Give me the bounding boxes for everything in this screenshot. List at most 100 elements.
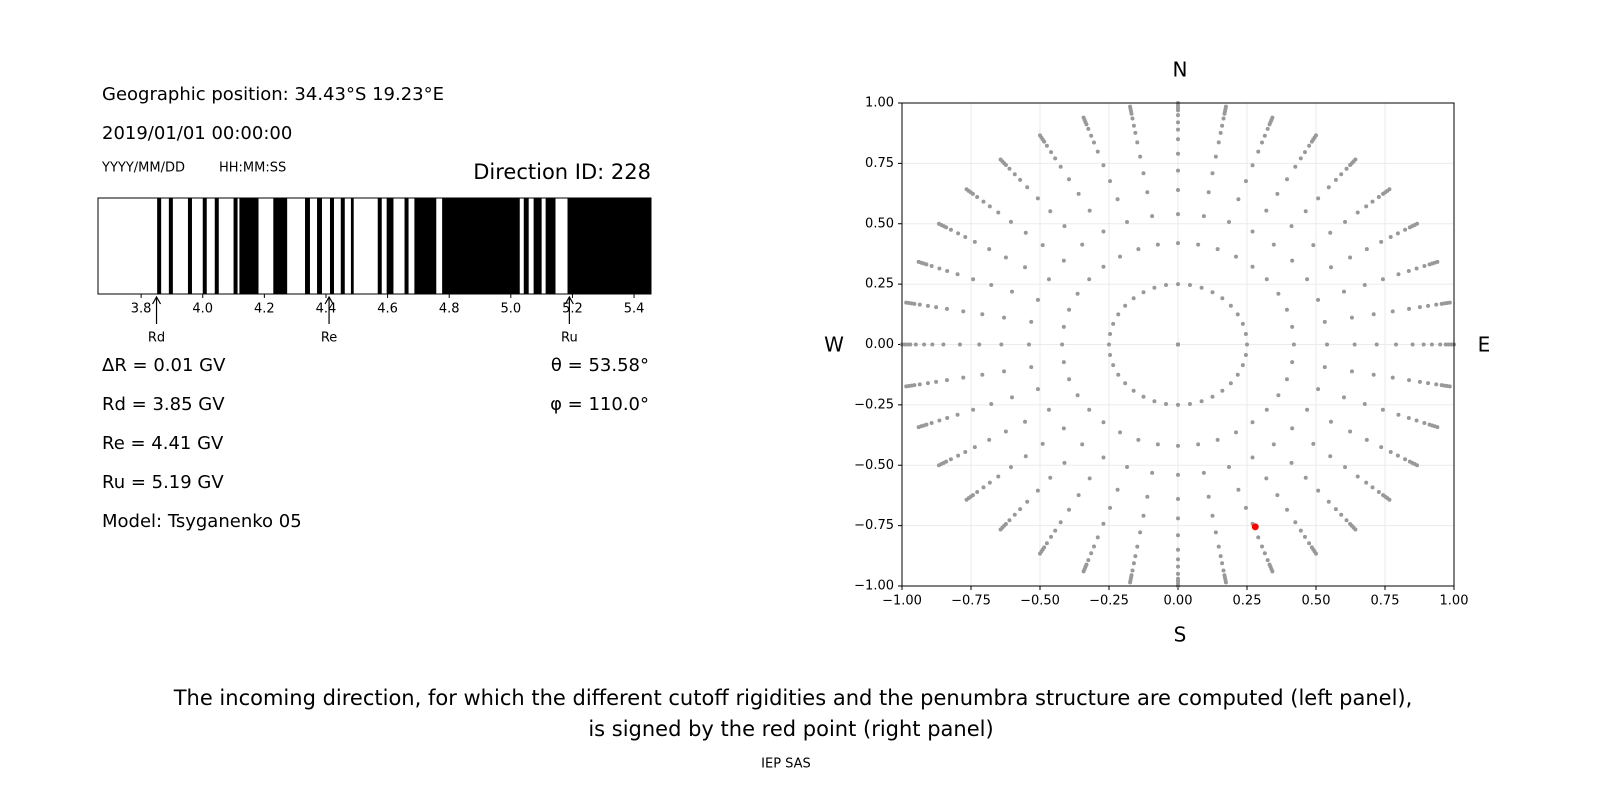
grid-point [1307,143,1312,148]
grid-point [1076,493,1081,498]
x-tick-label: 0.25 [1233,594,1262,609]
grid-point [1349,315,1354,320]
grid-point [1220,388,1225,393]
grid-point [1018,177,1023,182]
grid-point [1155,442,1160,447]
direction-west: W [824,333,844,357]
grid-point [937,418,942,423]
grid-point [945,416,950,421]
grid-point [1081,569,1086,574]
grid-point [972,239,977,244]
forbidden-band [329,198,334,294]
grid-point [1417,379,1422,384]
grid-point [1152,399,1157,404]
grid-point [1133,554,1138,559]
geo-position: Geographic position: 34.43°S 19.23°E [102,84,444,105]
grid-point [1131,561,1136,566]
forbidden-band [168,198,173,294]
grid-point [1426,381,1431,386]
grid-point [1018,507,1023,512]
grid-point [1008,465,1013,470]
time-format: HH:MM:SS [219,161,286,176]
grid-point [1075,393,1080,398]
grid-point [934,379,939,384]
grid-point [1396,412,1401,417]
forbidden-band [273,198,288,294]
grid-point [1316,297,1321,302]
grid-point [1048,475,1053,480]
grid-point [1388,449,1393,454]
grid-point [1275,191,1280,196]
grid-point [998,527,1003,532]
grid-point [1256,149,1261,154]
grid-point [1086,558,1091,563]
grid-point [1374,342,1379,347]
forbidden-band [239,198,259,294]
grid-point [1240,321,1245,326]
grid-point [1303,475,1308,480]
grid-point [1150,470,1155,475]
grid-point [1176,282,1180,287]
grid-point [1046,407,1051,412]
grid-point [1446,342,1451,347]
grid-point [1395,231,1400,236]
grid-point [1150,214,1155,219]
grid-point [1265,126,1270,131]
forbidden-band [340,198,345,294]
marker-arrow-head [564,295,574,305]
grid-point [1196,442,1201,447]
grid-point [1048,209,1053,214]
forbidden-band [317,198,322,294]
grid-point [1435,425,1440,430]
grid-point [1270,569,1275,574]
grid-point [999,342,1004,347]
grid-point [1176,342,1180,347]
grid-point [1407,378,1412,383]
grid-point [1250,455,1255,460]
grid-point [1141,290,1146,295]
grid-point [1108,352,1113,357]
grid-point [1025,499,1030,504]
grid-point [1046,277,1051,282]
grid-point [1025,185,1030,190]
grid-point [1298,156,1303,161]
grid-point [902,342,907,347]
grid-point [1406,268,1411,273]
grid-point [1061,426,1066,431]
grid-point [1116,312,1121,317]
y-tick-label: 0.50 [865,216,894,231]
grid-point [1322,365,1327,370]
grid-point [1326,185,1331,190]
grid-point [955,272,960,277]
grid-point [1264,277,1269,282]
grid-point [1380,277,1385,282]
grid-point [936,221,941,226]
grid-point [1010,289,1015,294]
grid-point [1058,164,1063,169]
forbidden-band [533,198,542,294]
grid-point [1303,209,1308,214]
grid-point [905,342,910,347]
grid-point [1040,441,1045,446]
grid-point [1023,230,1028,235]
grid-point [1176,564,1180,569]
stat-line: Ru = 5.19 GV [102,472,224,493]
grid-point [1344,166,1349,171]
grid-point [1417,305,1422,310]
marker-arrow-head [152,295,162,305]
grid-point [977,342,982,347]
grid-point [1333,507,1338,512]
forbidden-band [545,198,556,294]
x-tick-label: 4.4 [316,302,337,317]
grid-point [1271,242,1276,247]
grid-point [1187,401,1192,406]
grid-point [1062,460,1067,465]
grid-point [1348,255,1353,260]
angle-line: φ = 110.0° [550,394,649,415]
grid-point [1075,291,1080,296]
grid-point [1434,382,1439,387]
grid-point [1289,224,1294,229]
caption-line: The incoming direction, for which the di… [173,686,1413,710]
grid-point [1364,480,1369,485]
grid-point [1355,210,1360,215]
